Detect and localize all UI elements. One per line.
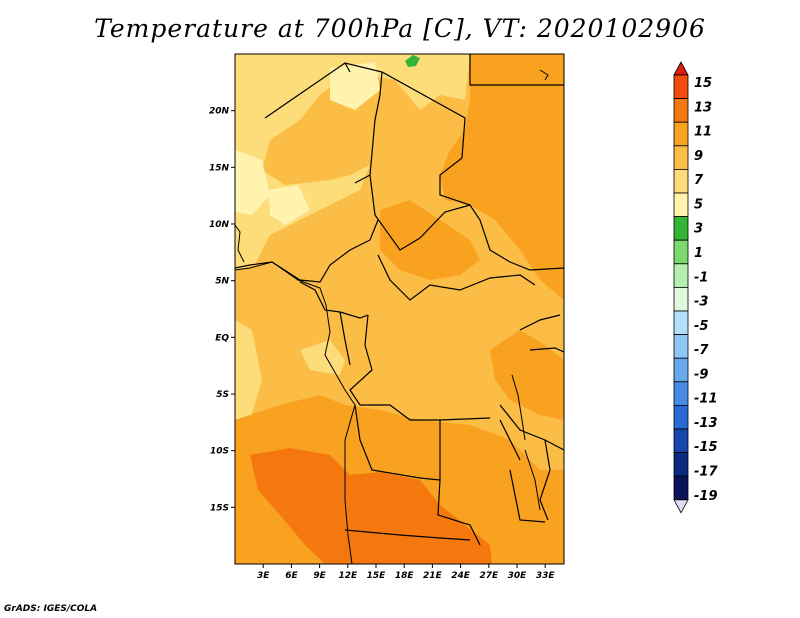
colorbar-swatch [673,452,689,477]
x-tick-label: 33E [536,571,556,581]
colorbar-label: 15 [694,76,712,91]
country-borders [235,54,564,546]
colorbar-label: 9 [694,149,703,164]
colorbar-swatch [673,239,689,265]
colorbar-label: 1 [694,246,703,261]
colorbar-label: 5 [694,197,703,212]
x-tick-label: 21E [423,571,443,581]
x-tick-label: 6E [285,571,298,581]
colorbar-swatch [673,475,689,501]
colorbar-label: 3 [694,222,703,237]
colorbar-swatch [673,145,689,170]
coastline [235,69,549,564]
y-tick-label: 20N [209,107,230,117]
temp-field-1-3 [405,55,420,67]
temp-field-9-11 [380,200,480,280]
x-tick-label: 18E [395,571,415,581]
y-tick-label: 5S [216,390,229,400]
credit-label: GrADS: IGES/COLA [4,604,98,614]
colorbar-swatch [673,168,689,194]
colorbar-swatch [673,357,689,383]
colorbar-swatch [673,216,689,241]
map-title: Temperature at 700hPa [C], VT: 202010290… [94,14,706,43]
colorbar-label: -3 [694,295,708,310]
colorbar-label: -19 [694,489,718,504]
colorbar-label: -1 [694,270,708,285]
y-tick-label: 15N [209,163,230,173]
colorbar-label: -7 [694,343,709,358]
colorbar-swatch [673,404,689,430]
colorbar-swatch [673,286,689,312]
x-tick-label: 15E [367,571,387,581]
colorbar-top-arrow [673,61,689,76]
colorbar-label: 7 [694,173,704,188]
colorbar-label: -13 [694,416,718,431]
map-frame [234,53,565,565]
colorbar-label: -17 [694,465,718,480]
colorbar-label: 13 [694,100,712,115]
x-tick-label: 27E [479,571,499,581]
y-tick-label: EQ [215,333,229,343]
x-axis: 3E 6E 9E 12E 15E 18E 21E 24E 27E 30E 33E [257,564,555,581]
x-tick-label: 9E [313,571,326,581]
colorbar-bottom-arrow [673,499,689,514]
x-tick-label: 24E [451,571,471,581]
colorbar-swatch [673,310,689,336]
colorbar-label: 11 [694,125,712,140]
colorbar-label: -9 [694,367,708,382]
y-tick-label: 10S [210,447,229,457]
temp-field-5-7 [300,340,345,375]
colorbar: 15 13 11 9 7 5 3 1 -1 -3 -5 -7 -9 -11 -13 -15 -17 -19 [673,61,718,514]
x-tick-label: 30E [508,571,528,581]
temp-field-3-5 [268,185,310,225]
y-tick-label: 10N [209,220,230,230]
colorbar-swatch [673,334,689,359]
temp-field-9-11 [490,330,564,420]
colorbar-swatch [673,428,689,454]
temp-field-3-5 [235,150,270,215]
colorbar-swatch [673,74,689,100]
colorbar-swatch [673,192,689,218]
colorbar-label: -11 [694,392,718,407]
colorbar-swatch [673,381,689,406]
y-axis: 20N 15N 10N 5N EQ 5S 10S 15S [209,107,235,513]
y-tick-label: 5N [215,277,229,287]
colorbar-swatch [673,263,689,288]
temp-field-5-7 [235,320,262,425]
x-tick-label: 3E [257,571,270,581]
colorbar-label: -15 [694,440,718,455]
colorbar-swatch [673,121,689,147]
x-tick-label: 12E [338,571,358,581]
temp-field-3-5 [330,62,380,110]
temp-field-9-11 [440,54,564,300]
colorbar-swatch [673,98,689,123]
y-tick-label: 15S [210,503,229,513]
temp-field-11-13 [250,448,492,564]
colorbar-label: -5 [694,319,708,334]
